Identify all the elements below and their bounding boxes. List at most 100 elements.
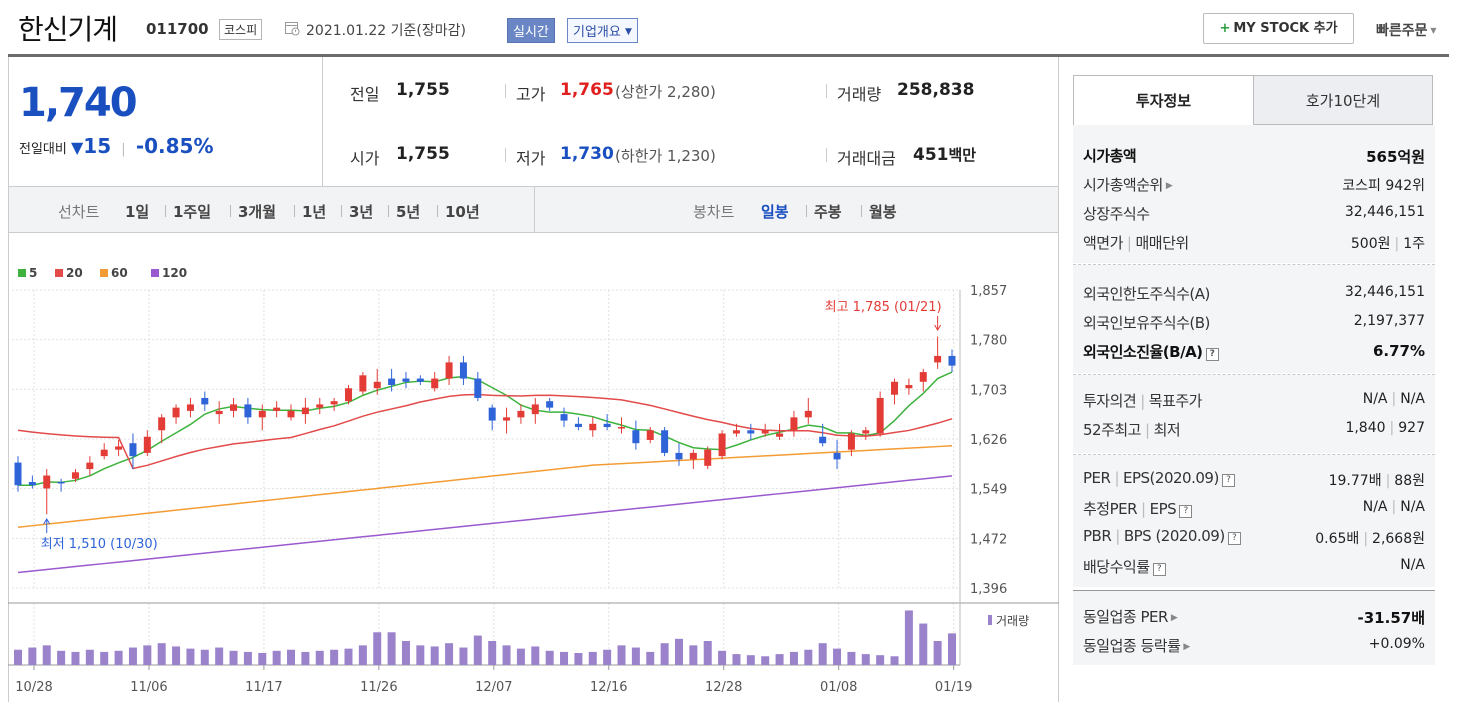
candle-body [215, 410, 223, 415]
line-tab-2[interactable]: 3개월 [238, 203, 277, 221]
volume-bar [42, 645, 51, 665]
tab-separator [861, 205, 862, 217]
price-chart: 5 20 60 120 1,857 1,780 1,703 1,626 1,549 1,472 1,… [8, 266, 1059, 695]
opinion-row: 투자의견 | 목표주가 N/A | N/A [1083, 391, 1425, 410]
add-mystock-label: MY STOCK 추가 [1233, 21, 1338, 36]
help-icon[interactable]: ? [1179, 505, 1193, 518]
per-label: PER [1083, 469, 1111, 487]
candle-body [905, 385, 913, 389]
industry-per-row[interactable]: 동일업종 PER ▶ -31.57배 [1073, 602, 1435, 631]
candle-body [359, 375, 367, 392]
volume-bar [804, 649, 813, 665]
ma-line-20 [17, 393, 953, 470]
candle-body [287, 410, 295, 418]
volume-bar [746, 655, 755, 665]
volume-bar [215, 647, 224, 665]
line-tab-0[interactable]: 1일 [125, 203, 150, 221]
tab-separator [165, 205, 166, 217]
volume-bar [57, 650, 66, 665]
volume-bar [488, 641, 497, 665]
legend-label: 5 [29, 266, 37, 280]
volume-bar [775, 654, 784, 665]
candle-body [316, 404, 324, 408]
volume-bar [703, 641, 712, 665]
candle-tab-0[interactable]: 일봉 [761, 203, 789, 221]
upper-limit: (상한가 2,280) [615, 83, 716, 101]
help-icon[interactable]: ? [1227, 532, 1241, 545]
chart-area [8, 233, 1059, 702]
candle-body [503, 417, 511, 421]
volume-bar [574, 653, 583, 665]
line-tab-5[interactable]: 5년 [396, 203, 421, 221]
cap-rank-value: 코스피 942위 [1342, 178, 1425, 194]
eps-value: 88원 [1394, 473, 1425, 489]
est-eps-value: N/A [1400, 499, 1425, 515]
shares-label: 상장주식수 [1083, 205, 1150, 223]
low-value: 1,730 [560, 144, 614, 164]
dividend-value: N/A [1400, 557, 1425, 573]
cap-rank-row[interactable]: 시가총액순위 ▶ 코스피 942위 [1073, 170, 1435, 199]
unit-value: 1주 [1403, 236, 1425, 252]
volume-bar [919, 623, 928, 665]
volume-value: 258,838 [897, 80, 975, 100]
industry-rate-label: 동일업종 등락률 [1083, 637, 1181, 655]
tab-separator [294, 205, 295, 217]
candle-body [115, 446, 123, 450]
tab-invest-info[interactable]: 투자정보 [1073, 75, 1254, 125]
opinion-label: 투자의견 [1083, 392, 1137, 410]
candle-body [646, 430, 654, 440]
est-per-row: 추정PER | EPS? N/A | N/A [1083, 499, 1425, 518]
candle-tab-2[interactable]: 월봉 [869, 203, 897, 221]
volume-bar [732, 654, 741, 665]
section-divider [1073, 264, 1435, 265]
volume-bar [631, 647, 640, 665]
realtime-button[interactable]: 실시간 [507, 18, 555, 43]
cell-divider [826, 148, 827, 162]
help-icon[interactable]: ? [1152, 563, 1166, 576]
volume-bar [14, 649, 22, 665]
candle-body [862, 430, 870, 434]
line-tab-4[interactable]: 3년 [349, 203, 374, 221]
dividend-label: 배당수익률 [1083, 558, 1150, 576]
volume-bar [531, 646, 540, 665]
help-icon[interactable]: ? [1205, 348, 1219, 361]
volume-bar [861, 654, 870, 665]
legend-label: 20 [66, 266, 83, 280]
foreign-hold-label: 외국인보유주식수(B) [1083, 314, 1210, 332]
industry-rate-row[interactable]: 동일업종 등락률 ▶ +0.09% [1073, 631, 1435, 660]
low-annotation: 최저 1,510 (10/30) [41, 537, 158, 552]
candle-body [574, 423, 582, 428]
candle-body [344, 388, 352, 402]
line-tab-1[interactable]: 1주일 [173, 203, 212, 221]
tab-order-book[interactable]: 호가10단계 [1253, 75, 1433, 125]
candle-body [143, 436, 151, 453]
tab-separator [341, 205, 342, 217]
volume-bar [287, 649, 296, 665]
header-divider [8, 54, 1449, 57]
volume-bar [933, 641, 942, 665]
market-cap-label: 시가총액 [1083, 147, 1137, 165]
quick-order-label: 빠른주문 [1376, 23, 1428, 39]
volume-bar [904, 610, 913, 665]
target-label: 목표주가 [1148, 392, 1203, 410]
candle-body [488, 407, 496, 421]
legend-label: 60 [111, 266, 128, 280]
target-value: N/A [1400, 391, 1425, 407]
y-tick-label: 1,472 [970, 532, 1007, 547]
legend-swatch [100, 269, 108, 277]
company-overview-dropdown[interactable]: 기업개요 ▼ [567, 18, 638, 43]
quick-order-dropdown[interactable]: 빠른주문 ▼ [1376, 20, 1436, 40]
shares-value: 32,446,151 [1344, 204, 1425, 220]
calendar-icon [285, 22, 300, 36]
add-mystock-button[interactable]: + MY STOCK 추가 [1203, 13, 1354, 44]
volume-bar [890, 656, 899, 665]
x-tick-label: 12/16 [590, 680, 627, 695]
candle-tab-1[interactable]: 주봉 [814, 203, 842, 221]
volume-bar [689, 645, 698, 665]
help-icon[interactable]: ? [1221, 474, 1235, 487]
line-tab-6[interactable]: 10년 [445, 203, 480, 221]
w52-low-value: 927 [1398, 420, 1425, 436]
candle-body [891, 381, 899, 395]
line-tab-3[interactable]: 1년 [302, 203, 327, 221]
volume-bar [430, 646, 439, 665]
